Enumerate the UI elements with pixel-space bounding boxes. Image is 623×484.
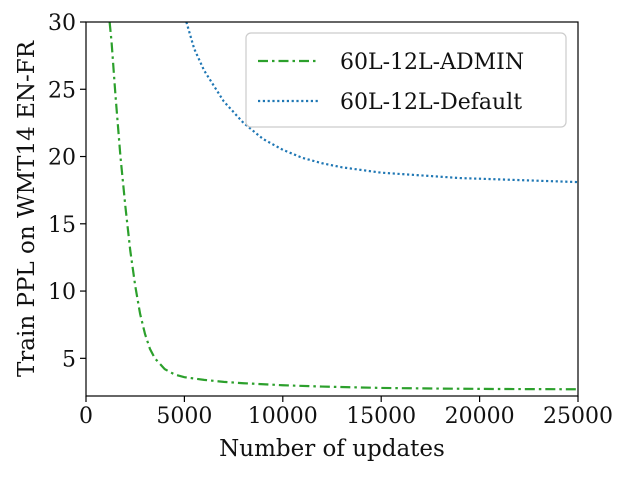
legend-entry-label: 60L-12L-ADMIN bbox=[340, 50, 524, 75]
x-axis-label: Number of updates bbox=[219, 436, 445, 462]
x-tick-label: 0 bbox=[79, 404, 93, 429]
x-tick-label: 10000 bbox=[248, 404, 318, 429]
y-tick-label: 30 bbox=[48, 11, 76, 36]
x-tick-label: 5000 bbox=[156, 404, 212, 429]
y-tick-label: 5 bbox=[62, 347, 76, 372]
axes: 0 5000 10000 15000 20000 25000 5 10 15 20 25 30 Numb… bbox=[14, 11, 613, 462]
y-tick-label: 15 bbox=[48, 213, 76, 238]
y-tick-label: 25 bbox=[48, 78, 76, 103]
y-tick-label: 10 bbox=[48, 280, 76, 305]
y-axis-label: Train PPL on WMT14 EN-FR bbox=[14, 40, 40, 377]
legend-entry-label: 60L-12L-Default bbox=[340, 90, 522, 115]
legend-box bbox=[245, 32, 567, 128]
y-tick-label: 20 bbox=[48, 146, 76, 171]
series-line-60l-12l-default bbox=[185, 22, 578, 184]
plot-frame bbox=[85, 21, 579, 397]
series-line-60l-12l-admin bbox=[108, 22, 578, 391]
series-lines bbox=[108, 22, 578, 391]
x-tick-label: 15000 bbox=[346, 404, 416, 429]
x-tick-label: 20000 bbox=[445, 404, 515, 429]
x-tick-label: 25000 bbox=[543, 404, 613, 429]
legend: 60L-12L-ADMIN 60L-12L-Default bbox=[245, 32, 567, 128]
